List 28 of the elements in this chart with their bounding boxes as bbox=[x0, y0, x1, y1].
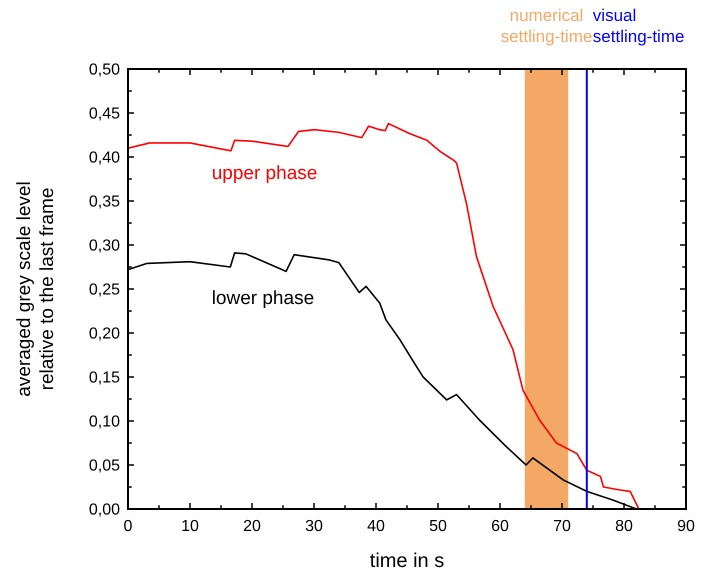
y-tick-label: 0,15 bbox=[88, 370, 120, 386]
y-axis-title: averaged grey scale level relative to the last frame bbox=[14, 181, 58, 397]
ref-line-label: visual settling-time bbox=[592, 6, 684, 46]
y-tick-label: 0,00 bbox=[88, 502, 120, 518]
y-tick-label: 0,35 bbox=[88, 194, 120, 210]
x-axis-title: time in s bbox=[370, 550, 444, 572]
y-tick-label: 0,45 bbox=[88, 106, 120, 122]
x-tick-label: 80 bbox=[615, 518, 633, 535]
x-tick-label: 0 bbox=[124, 518, 133, 535]
x-tick-label: 60 bbox=[491, 518, 509, 535]
x-tick-label: 20 bbox=[243, 518, 261, 535]
band-label: numerical settling-time bbox=[500, 6, 592, 46]
x-tick-label: 70 bbox=[553, 518, 571, 535]
y-tick-label: 0,40 bbox=[88, 150, 120, 166]
x-tick-label: 90 bbox=[677, 518, 695, 535]
y-tick-label: 0,50 bbox=[88, 62, 120, 78]
x-tick-label: 40 bbox=[367, 518, 385, 535]
y-tick-label: 0,30 bbox=[88, 238, 120, 254]
x-tick-label: 50 bbox=[429, 518, 447, 535]
y-tick-label: 0,05 bbox=[88, 458, 120, 474]
series-label: upper phase bbox=[212, 163, 318, 184]
x-tick-label: 10 bbox=[181, 518, 199, 535]
x-tick-label: 30 bbox=[305, 518, 323, 535]
y-tick-label: 0,20 bbox=[88, 326, 120, 342]
y-tick-label: 0,25 bbox=[88, 282, 120, 298]
series-label: lower phase bbox=[212, 288, 314, 309]
y-tick-label: 0,10 bbox=[88, 414, 120, 430]
line-series bbox=[127, 122, 640, 510]
